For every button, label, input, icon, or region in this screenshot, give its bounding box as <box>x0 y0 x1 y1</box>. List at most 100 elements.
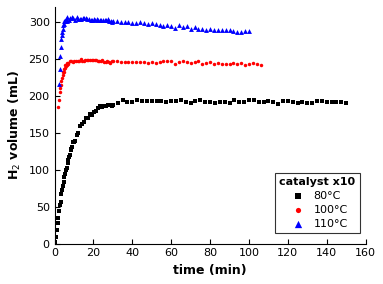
80°C <box>139 99 145 103</box>
100°C <box>160 59 167 64</box>
100°C <box>95 59 101 63</box>
110°C <box>66 18 72 22</box>
80°C <box>68 148 74 152</box>
100°C <box>114 58 120 63</box>
110°C <box>242 29 248 34</box>
100°C <box>74 59 80 63</box>
100°C <box>129 59 136 64</box>
110°C <box>133 21 139 26</box>
80°C <box>300 100 306 105</box>
100°C <box>84 58 90 62</box>
110°C <box>89 17 95 22</box>
110°C <box>95 18 101 22</box>
110°C <box>59 30 65 35</box>
80°C <box>338 100 344 105</box>
100°C <box>79 58 85 63</box>
100°C <box>71 58 77 63</box>
110°C <box>62 19 68 24</box>
100°C <box>254 61 260 66</box>
80°C <box>89 112 95 117</box>
100°C <box>250 61 256 66</box>
100°C <box>104 59 110 63</box>
80°C <box>319 99 325 103</box>
110°C <box>192 24 198 29</box>
100°C <box>176 59 182 64</box>
80°C <box>265 99 272 104</box>
80°C <box>69 145 75 149</box>
100°C <box>60 70 66 75</box>
80°C <box>74 133 80 138</box>
110°C <box>114 18 120 23</box>
110°C <box>108 19 114 23</box>
80°C <box>64 165 70 170</box>
100°C <box>180 59 186 64</box>
80°C <box>329 100 335 104</box>
110°C <box>103 18 109 22</box>
110°C <box>160 23 167 28</box>
80°C <box>110 103 116 108</box>
110°C <box>56 82 62 86</box>
110°C <box>62 19 68 23</box>
80°C <box>58 192 64 197</box>
80°C <box>255 100 262 104</box>
110°C <box>188 26 194 31</box>
80°C <box>183 99 189 104</box>
100°C <box>219 62 225 66</box>
80°C <box>236 100 242 104</box>
110°C <box>137 20 143 25</box>
Y-axis label: H$_2$ volume (mL): H$_2$ volume (mL) <box>7 70 23 180</box>
100°C <box>211 62 217 66</box>
100°C <box>141 60 147 64</box>
100°C <box>168 59 174 63</box>
80°C <box>260 99 267 104</box>
80°C <box>53 235 59 239</box>
100°C <box>121 60 128 64</box>
80°C <box>91 110 97 114</box>
100°C <box>99 58 105 63</box>
80°C <box>119 98 126 103</box>
100°C <box>172 61 178 66</box>
80°C <box>207 100 213 105</box>
110°C <box>105 17 111 21</box>
80°C <box>270 100 276 105</box>
80°C <box>226 101 232 105</box>
110°C <box>74 15 80 19</box>
80°C <box>95 105 101 110</box>
100°C <box>98 59 104 63</box>
100°C <box>246 62 252 66</box>
80°C <box>246 98 252 103</box>
80°C <box>81 120 87 124</box>
80°C <box>67 153 73 158</box>
110°C <box>168 24 174 28</box>
110°C <box>110 19 116 23</box>
100°C <box>149 59 155 64</box>
100°C <box>152 61 159 66</box>
100°C <box>242 62 248 67</box>
110°C <box>184 24 190 29</box>
100°C <box>110 59 116 64</box>
100°C <box>59 76 65 81</box>
100°C <box>57 85 63 90</box>
80°C <box>75 131 82 135</box>
110°C <box>84 17 90 22</box>
80°C <box>72 139 78 143</box>
100°C <box>68 59 74 63</box>
100°C <box>56 105 62 110</box>
80°C <box>57 199 64 204</box>
80°C <box>103 104 109 108</box>
110°C <box>67 15 74 20</box>
80°C <box>124 99 131 104</box>
80°C <box>65 160 71 165</box>
80°C <box>52 240 58 245</box>
110°C <box>203 28 209 32</box>
100°C <box>118 59 124 64</box>
80°C <box>202 99 208 104</box>
100°C <box>101 59 107 64</box>
110°C <box>57 67 63 71</box>
100°C <box>145 61 151 65</box>
80°C <box>149 99 155 103</box>
110°C <box>238 30 244 34</box>
100°C <box>92 57 98 62</box>
100°C <box>63 63 69 68</box>
100°C <box>78 57 84 61</box>
